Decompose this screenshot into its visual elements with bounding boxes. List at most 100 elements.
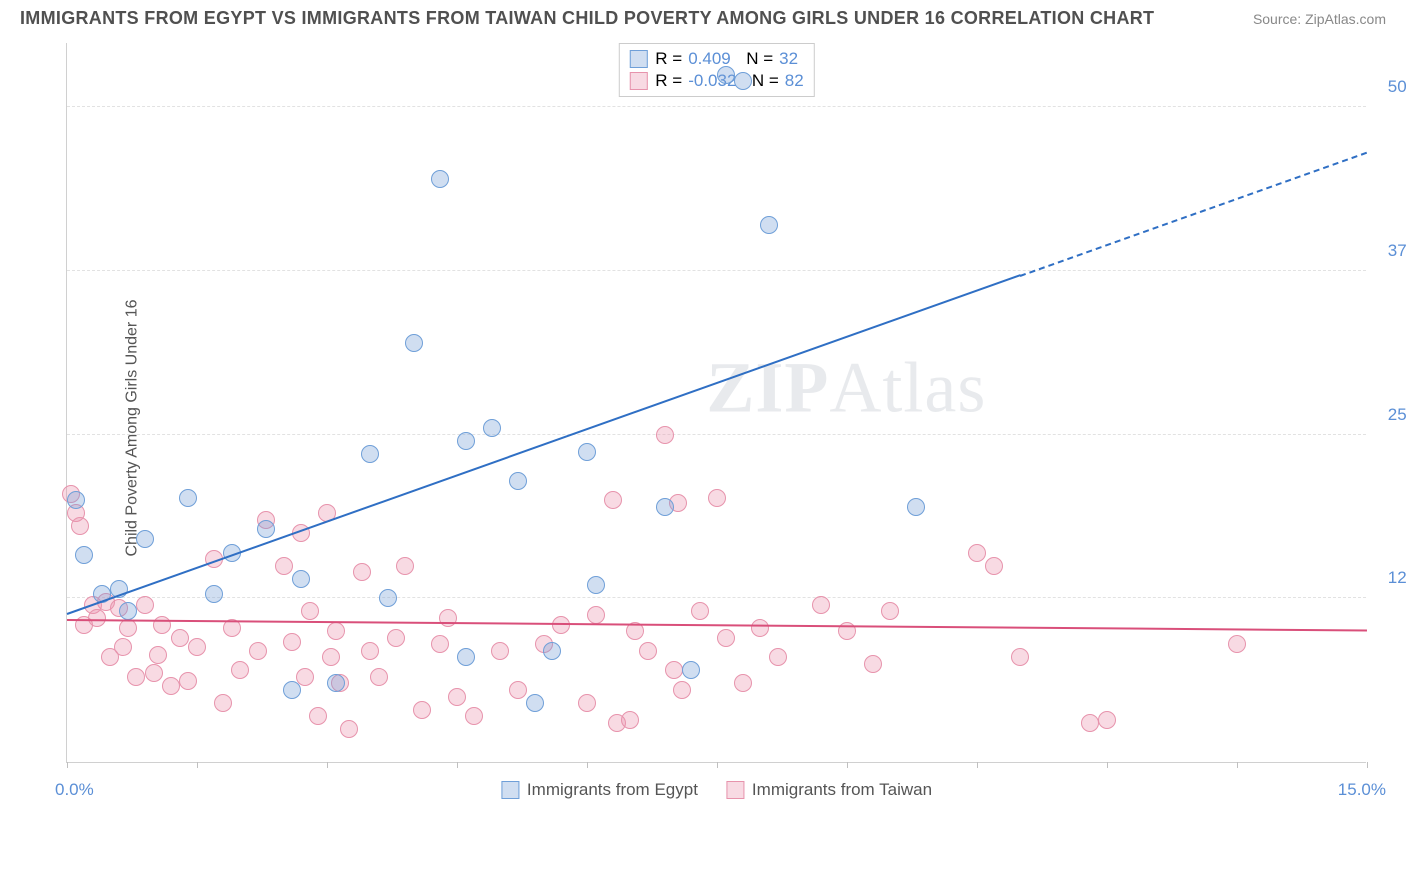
x-tick-mark <box>977 762 978 768</box>
data-point <box>127 668 145 686</box>
watermark: ZIPAtlas <box>706 347 986 430</box>
x-axis-start-label: 0.0% <box>55 780 94 800</box>
data-point <box>457 432 475 450</box>
data-point <box>136 596 154 614</box>
data-point <box>578 443 596 461</box>
trend-line <box>1020 151 1367 276</box>
data-point <box>283 633 301 651</box>
gridline <box>67 106 1366 107</box>
data-point <box>179 672 197 690</box>
data-point <box>136 530 154 548</box>
data-point <box>119 602 137 620</box>
data-point <box>751 619 769 637</box>
data-point <box>214 694 232 712</box>
data-point <box>413 701 431 719</box>
y-tick-label: 50.0% <box>1376 77 1406 97</box>
x-tick-mark <box>327 762 328 768</box>
data-point <box>340 720 358 738</box>
data-point <box>387 629 405 647</box>
x-tick-mark <box>587 762 588 768</box>
data-point <box>327 622 345 640</box>
data-point <box>682 661 700 679</box>
data-point <box>691 602 709 620</box>
legend-item-egypt: Immigrants from Egypt <box>501 780 698 800</box>
x-tick-mark <box>67 762 68 768</box>
data-point <box>864 655 882 673</box>
data-point <box>604 491 622 509</box>
data-point <box>1228 635 1246 653</box>
data-point <box>1011 648 1029 666</box>
data-point <box>543 642 561 660</box>
legend-swatch-icon <box>501 781 519 799</box>
series-legend: Immigrants from Egypt Immigrants from Ta… <box>501 780 932 800</box>
trend-line <box>67 619 1367 631</box>
data-point <box>88 609 106 627</box>
data-point <box>205 585 223 603</box>
legend-label: Immigrants from Egypt <box>527 780 698 800</box>
data-point <box>656 498 674 516</box>
data-point <box>322 648 340 666</box>
data-point <box>379 589 397 607</box>
data-point <box>509 681 527 699</box>
gridline <box>67 597 1366 598</box>
x-tick-mark <box>717 762 718 768</box>
data-point <box>249 642 267 660</box>
data-point <box>439 609 457 627</box>
x-axis-end-label: 15.0% <box>1338 780 1386 800</box>
data-point <box>448 688 466 706</box>
y-tick-label: 37.5% <box>1376 241 1406 261</box>
data-point <box>587 606 605 624</box>
data-point <box>119 619 137 637</box>
legend-item-taiwan: Immigrants from Taiwan <box>726 780 932 800</box>
data-point <box>162 677 180 695</box>
x-tick-mark <box>1237 762 1238 768</box>
data-point <box>153 616 171 634</box>
data-point <box>353 563 371 581</box>
source-label: Source: ZipAtlas.com <box>1253 11 1386 27</box>
data-point <box>75 546 93 564</box>
data-point <box>327 674 345 692</box>
data-point <box>760 216 778 234</box>
data-point <box>114 638 132 656</box>
legend-row-egypt: R = 0.409 N = 32 <box>629 48 803 70</box>
legend-swatch-icon <box>726 781 744 799</box>
data-point <box>71 517 89 535</box>
gridline <box>67 270 1366 271</box>
gridline <box>67 434 1366 435</box>
n-value-egypt: 32 <box>779 49 798 69</box>
data-point <box>526 694 544 712</box>
data-point <box>67 491 85 509</box>
data-point <box>587 576 605 594</box>
data-point <box>881 602 899 620</box>
data-point <box>188 638 206 656</box>
data-point <box>968 544 986 562</box>
data-point <box>361 642 379 660</box>
data-point <box>149 646 167 664</box>
x-tick-mark <box>1367 762 1368 768</box>
x-tick-mark <box>847 762 848 768</box>
plot-area: ZIPAtlas R = 0.409 N = 32 R = -0.032 N =… <box>66 43 1366 763</box>
data-point <box>717 66 735 84</box>
data-point <box>985 557 1003 575</box>
data-point <box>708 489 726 507</box>
data-point <box>257 520 275 538</box>
chart-container: Child Poverty Among Girls Under 16 ZIPAt… <box>14 33 1394 823</box>
data-point <box>309 707 327 725</box>
data-point <box>769 648 787 666</box>
data-point <box>1081 714 1099 732</box>
data-point <box>431 170 449 188</box>
data-point <box>483 419 501 437</box>
data-point <box>578 694 596 712</box>
x-tick-mark <box>457 762 458 768</box>
header: IMMIGRANTS FROM EGYPT VS IMMIGRANTS FROM… <box>0 0 1406 33</box>
data-point <box>145 664 163 682</box>
data-point <box>639 642 657 660</box>
x-tick-mark <box>197 762 198 768</box>
data-point <box>734 674 752 692</box>
chart-title: IMMIGRANTS FROM EGYPT VS IMMIGRANTS FROM… <box>20 8 1154 29</box>
x-tick-mark <box>1107 762 1108 768</box>
data-point <box>361 445 379 463</box>
data-point <box>812 596 830 614</box>
legend-label: Immigrants from Taiwan <box>752 780 932 800</box>
data-point <box>275 557 293 575</box>
